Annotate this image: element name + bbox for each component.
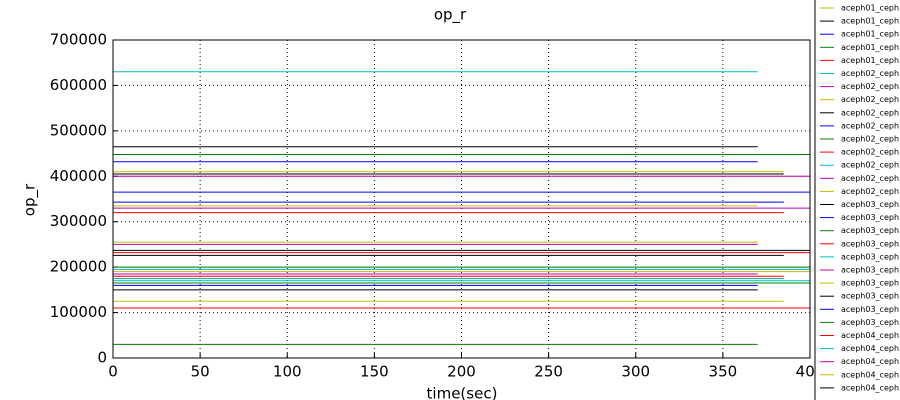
legend-label: aceph04_ceph	[841, 383, 899, 392]
x-tick-label: 100	[273, 363, 302, 381]
legend-label: aceph04_ceph	[841, 357, 899, 366]
x-axis-label: time(sec)	[427, 385, 498, 400]
legend-label: aceph01_ceph	[841, 30, 899, 39]
legend-label: aceph02_ceph	[841, 174, 899, 183]
legend-label: aceph03_ceph	[841, 213, 899, 222]
y-tick-label: 600000	[50, 76, 107, 94]
legend-label: aceph03_ceph	[841, 292, 899, 301]
legend-label: aceph03_ceph	[841, 226, 899, 235]
legend-label: aceph02_ceph	[841, 148, 899, 157]
x-tick-label: 50	[191, 363, 210, 381]
x-tick-label: 150	[360, 363, 389, 381]
legend-label: aceph01_ceph	[841, 56, 899, 65]
legend-label: aceph02_ceph	[841, 69, 899, 78]
y-tick-label: 0	[97, 349, 107, 367]
legend-label: aceph02_ceph	[841, 121, 899, 130]
legend-label: aceph01_ceph	[841, 17, 899, 26]
legend-label: aceph02_ceph	[841, 82, 899, 91]
legend-label: aceph03_ceph	[841, 266, 899, 275]
legend-label: aceph04_ceph	[841, 344, 899, 353]
legend-label: aceph02_ceph	[841, 108, 899, 117]
y-tick-label: 100000	[50, 303, 107, 321]
x-tick-label: 250	[534, 363, 563, 381]
y-tick-label: 500000	[50, 121, 107, 139]
legend-label: aceph02_ceph	[841, 135, 899, 144]
legend-label: aceph03_ceph	[841, 239, 899, 248]
legend-label: aceph02_ceph	[841, 161, 899, 170]
plot-frame	[112, 39, 811, 359]
legend-label: aceph04_ceph	[841, 370, 899, 379]
legend-box	[814, 0, 900, 400]
x-tick-label: 200	[447, 363, 476, 381]
legend-label: aceph03_ceph	[841, 279, 899, 288]
legend-label: aceph03_ceph	[841, 200, 899, 209]
legend-label: aceph01_ceph	[841, 4, 899, 13]
legend-label: aceph02_ceph	[841, 95, 899, 104]
x-tick-label: 0	[108, 363, 118, 381]
chart-title: op_r	[434, 6, 467, 25]
y-axis-label: op_r	[21, 183, 40, 216]
legend-label: aceph03_ceph	[841, 252, 899, 261]
legend-label: aceph01_ceph	[841, 43, 899, 52]
y-tick-label: 700000	[50, 31, 107, 49]
x-tick-label: 300	[621, 363, 650, 381]
y-tick-label: 200000	[50, 258, 107, 276]
y-tick-label: 300000	[50, 212, 107, 230]
y-tick-label: 400000	[50, 167, 107, 185]
legend-label: aceph04_ceph	[841, 331, 899, 340]
legend-label: aceph03_ceph	[841, 305, 899, 314]
legend-label: aceph02_ceph	[841, 187, 899, 196]
legend-label: aceph03_ceph	[841, 318, 899, 327]
x-tick-label: 350	[709, 363, 738, 381]
